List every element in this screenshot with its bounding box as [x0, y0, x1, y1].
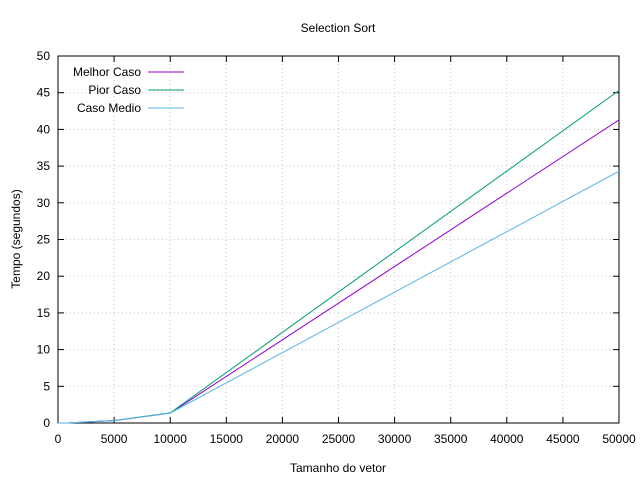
y-axis-label: Tempo (segundos)	[9, 189, 23, 288]
x-tick-label: 5000	[101, 432, 128, 446]
legend: Melhor Caso Pior Caso Caso Medio	[73, 65, 184, 115]
series-layer	[57, 90, 620, 424]
y-tick-label: 35	[37, 159, 51, 173]
legend-label-pior-caso: Pior Caso	[88, 83, 141, 97]
y-tick-label: 40	[37, 122, 51, 136]
x-tick-label: 15000	[210, 432, 244, 446]
tick-layer: 0 5000 10000 15000 20000 25000 30000 35000 40000…	[37, 49, 636, 446]
x-tick-label: 20000	[266, 432, 300, 446]
legend-label-melhor-caso: Melhor Caso	[73, 65, 141, 79]
x-tick-label: 30000	[378, 432, 412, 446]
x-tick-label: 40000	[490, 432, 524, 446]
y-tick-label: 15	[37, 306, 51, 320]
x-tick-label: 0	[55, 432, 62, 446]
legend-label-caso-medio: Caso Medio	[77, 101, 141, 115]
y-tick-label: 25	[37, 233, 51, 247]
y-tick-label: 50	[37, 49, 51, 63]
y-tick-label: 30	[37, 196, 51, 210]
y-tick-label: 10	[37, 343, 51, 357]
series-line-caso-medio	[57, 170, 620, 424]
y-tick-label: 0	[43, 416, 50, 430]
grid-layer	[58, 56, 619, 423]
x-tick-label: 45000	[546, 432, 580, 446]
x-tick-label: 25000	[322, 432, 356, 446]
x-tick-label: 35000	[434, 432, 468, 446]
y-tick-label: 20	[37, 269, 51, 283]
series-line-melhor-caso	[57, 119, 620, 424]
x-tick-label: 10000	[154, 432, 188, 446]
x-axis-label: Tamanho do vetor	[290, 461, 386, 475]
x-tick-label: 50000	[602, 432, 636, 446]
y-tick-label: 5	[43, 379, 50, 393]
chart-title: Selection Sort	[301, 21, 376, 35]
y-tick-label: 45	[37, 86, 51, 100]
